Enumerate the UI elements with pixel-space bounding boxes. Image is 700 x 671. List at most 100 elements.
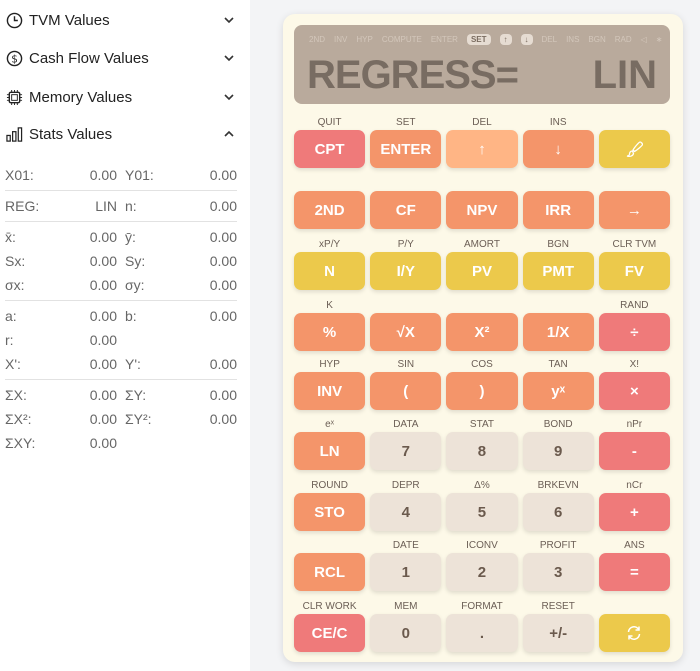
stats-row: REG: LIN n: 0.00 — [5, 194, 237, 218]
stat-value: 0.00 — [89, 356, 117, 372]
key-cell: BGN PMT — [522, 239, 594, 290]
key-row: 2ND CF NPV IRR → — [294, 178, 670, 229]
calculator: 2ND INV HYP COMPUTE ENTER SET ↑ ↓ DEL INS BGN RAD ◁ ∗… — [283, 14, 683, 662]
key-cell: 1/X — [522, 300, 594, 351]
key-cell: NPV — [446, 178, 518, 229]
key-second-function-label: INS — [549, 117, 567, 128]
key-second-function-label — [446, 178, 517, 191]
key-symbol-button[interactable]: - — [598, 432, 670, 470]
key-symbol-button[interactable]: → — [598, 191, 670, 229]
key-1x-button[interactable]: 1/X — [522, 313, 594, 351]
key-second-function-label: ICONV — [466, 540, 498, 551]
key-pmt-button[interactable]: PMT — [522, 252, 594, 290]
stat-label: Y': — [125, 356, 141, 372]
key-second-function-label: CLR WORK — [302, 601, 357, 612]
stat-label: Y01: — [125, 167, 154, 183]
key-symbol-button[interactable]: ( — [370, 372, 442, 410]
key-symbol-button[interactable]: ) — [446, 372, 518, 410]
key-cf-button[interactable]: CF — [370, 191, 442, 229]
stat-value: 0.00 — [209, 229, 237, 245]
stat-label: n: — [125, 198, 137, 214]
key-symbol-button[interactable]: % — [294, 313, 366, 351]
key-cell: MEM 0 — [370, 601, 442, 652]
key-second-function-label — [294, 178, 365, 191]
key-2nd-button[interactable]: 2ND — [294, 191, 366, 229]
key-sto-button[interactable]: STO — [294, 493, 366, 531]
theme-brush-button[interactable] — [598, 130, 670, 168]
key-pv-button[interactable]: PV — [446, 252, 518, 290]
key-second-function-label — [523, 300, 594, 313]
key-x-button[interactable]: X² — [446, 313, 518, 351]
key-symbol-button[interactable]: + — [598, 493, 670, 531]
key-cell: xP/Y N — [294, 239, 366, 290]
stat-value: 0.00 — [89, 277, 117, 293]
key-x-button[interactable]: √X — [370, 313, 442, 351]
key-9-button[interactable]: 9 — [522, 432, 594, 470]
section-stats-values[interactable]: Stats Values — [0, 119, 250, 149]
key-irr-button[interactable]: IRR — [522, 191, 594, 229]
key-cell: → — [598, 178, 670, 229]
key-second-function-label: K — [326, 300, 333, 311]
key-symbol-button[interactable]: ↑ — [446, 130, 518, 168]
key-iy-button[interactable]: I/Y — [370, 252, 442, 290]
display-value: LIN — [592, 53, 657, 97]
key-rcl-button[interactable]: RCL — [294, 553, 366, 591]
key-npv-button[interactable]: NPV — [446, 191, 518, 229]
key-cell: DATE 1 — [370, 540, 442, 591]
key-second-function-label: DEL — [472, 117, 492, 128]
key-row: xP/Y N P/Y I/Y AMORT PV BGN PMT CLR TVM FV — [294, 239, 670, 290]
stat-value: 0.00 — [89, 167, 117, 183]
stat-label: X01: — [5, 167, 34, 183]
key-cell: BRKEVN 6 — [522, 480, 594, 531]
stat-label: ΣX²: — [5, 411, 32, 427]
stats-row: Sx: 0.00 Sy: 0.00 — [5, 249, 237, 273]
key-1-button[interactable]: 1 — [370, 553, 442, 591]
key-4-button[interactable]: 4 — [370, 493, 442, 531]
key-second-function-label: eˣ — [325, 419, 335, 430]
key-symbol-button[interactable]: × — [598, 372, 670, 410]
key-fv-button[interactable]: FV — [598, 252, 670, 290]
refresh-button[interactable] — [598, 614, 670, 652]
section-memory-values[interactable]: Memory Values — [0, 82, 250, 112]
key-symbol-button[interactable]: . — [446, 614, 518, 652]
section-cash-flow-values[interactable]: $ Cash Flow Values — [0, 43, 250, 73]
key-7-button[interactable]: 7 — [370, 432, 442, 470]
key-6-button[interactable]: 6 — [522, 493, 594, 531]
key-8-button[interactable]: 8 — [446, 432, 518, 470]
stat-label: b: — [125, 308, 137, 324]
indicator: 2ND — [309, 35, 326, 44]
stat-value: LIN — [95, 198, 117, 214]
stat-value: 0.00 — [209, 167, 237, 183]
chevron-down-icon — [224, 55, 234, 62]
stats-row: ΣX²: 0.00 ΣY²: 0.00 — [5, 407, 237, 431]
key-cell: IRR — [522, 178, 594, 229]
key-cell: eˣ LN — [294, 419, 366, 470]
key-symbol-button[interactable]: = — [598, 553, 670, 591]
key-second-function-label: SIN — [397, 359, 415, 370]
key-0-button[interactable]: 0 — [370, 614, 442, 652]
stat-value: 0.00 — [209, 277, 237, 293]
key-second-function-label: TAN — [548, 359, 568, 370]
key-second-function-label — [523, 178, 594, 191]
indicator: DEL — [541, 35, 558, 44]
key-inv-button[interactable]: INV — [294, 372, 366, 410]
key-cell: STAT 8 — [446, 419, 518, 470]
key-cpt-button[interactable]: CPT — [294, 130, 366, 168]
key-y-button[interactable]: yˣ — [522, 372, 594, 410]
key-symbol-button[interactable]: ↓ — [522, 130, 594, 168]
key-symbol-button[interactable]: +/- — [522, 614, 594, 652]
key-cec-button[interactable]: CE/C — [294, 614, 366, 652]
key-5-button[interactable]: 5 — [446, 493, 518, 531]
key-enter-button[interactable]: ENTER — [370, 130, 442, 168]
key-cell: CF — [370, 178, 442, 229]
section-tvm-values[interactable]: TVM Values — [0, 5, 250, 35]
key-ln-button[interactable]: LN — [294, 432, 366, 470]
stats-row: σx: 0.00 σy: 0.00 — [5, 273, 237, 297]
key-2-button[interactable]: 2 — [446, 553, 518, 591]
key-cell: QUIT CPT — [294, 117, 366, 168]
key-cell: DATA 7 — [370, 419, 442, 470]
key-symbol-button[interactable]: ÷ — [598, 313, 670, 351]
key-second-function-label — [599, 178, 670, 191]
key-3-button[interactable]: 3 — [522, 553, 594, 591]
key-n-button[interactable]: N — [294, 252, 366, 290]
